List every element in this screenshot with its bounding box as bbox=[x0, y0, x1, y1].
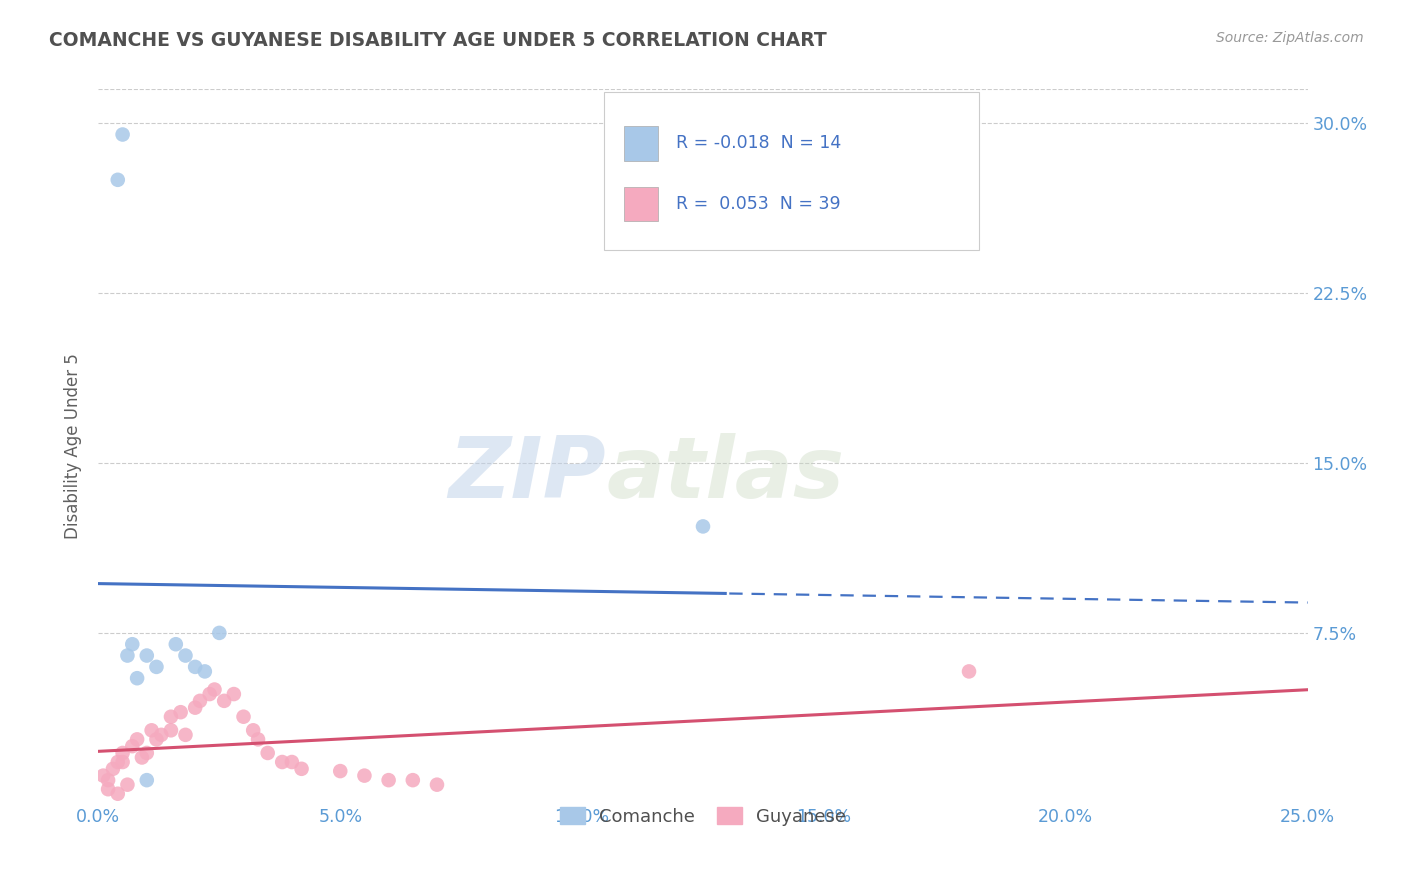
Point bbox=[426, 778, 449, 792]
Point bbox=[107, 787, 129, 801]
FancyBboxPatch shape bbox=[603, 92, 979, 251]
Point bbox=[290, 762, 312, 776]
Point bbox=[281, 755, 304, 769]
Point bbox=[135, 746, 157, 760]
Point bbox=[131, 750, 153, 764]
Point bbox=[198, 687, 221, 701]
Point bbox=[121, 739, 143, 754]
Point bbox=[145, 660, 167, 674]
Point bbox=[184, 700, 207, 714]
Point bbox=[135, 773, 157, 788]
Point bbox=[353, 769, 375, 783]
Point bbox=[160, 723, 183, 738]
Point bbox=[692, 519, 714, 533]
Text: Source: ZipAtlas.com: Source: ZipAtlas.com bbox=[1216, 31, 1364, 45]
Point bbox=[188, 694, 211, 708]
Point bbox=[256, 746, 278, 760]
Point bbox=[194, 665, 217, 679]
Point bbox=[377, 773, 399, 788]
Point bbox=[150, 728, 173, 742]
Point bbox=[117, 778, 139, 792]
Text: R = -0.018  N = 14: R = -0.018 N = 14 bbox=[676, 135, 842, 153]
Point bbox=[145, 732, 167, 747]
Point bbox=[97, 773, 120, 788]
Point bbox=[111, 755, 134, 769]
Point bbox=[232, 709, 254, 723]
Point bbox=[169, 705, 191, 719]
Point bbox=[402, 773, 425, 788]
Point bbox=[107, 173, 129, 187]
Point bbox=[135, 648, 157, 663]
Point bbox=[121, 637, 143, 651]
Text: ZIP: ZIP bbox=[449, 433, 606, 516]
Point bbox=[247, 732, 270, 747]
Point bbox=[160, 709, 183, 723]
Point bbox=[242, 723, 264, 738]
Point bbox=[101, 762, 124, 776]
Point bbox=[174, 648, 197, 663]
Point bbox=[111, 128, 134, 142]
Y-axis label: Disability Age Under 5: Disability Age Under 5 bbox=[65, 353, 83, 539]
Point bbox=[204, 682, 226, 697]
Point bbox=[127, 732, 149, 747]
Point bbox=[127, 671, 149, 685]
FancyBboxPatch shape bbox=[624, 187, 658, 221]
Point bbox=[111, 746, 134, 760]
Point bbox=[957, 665, 980, 679]
Legend: Comanche, Guyanese: Comanche, Guyanese bbox=[553, 800, 853, 833]
Text: atlas: atlas bbox=[606, 433, 845, 516]
Point bbox=[91, 769, 114, 783]
Point bbox=[165, 637, 187, 651]
FancyBboxPatch shape bbox=[624, 127, 658, 161]
Point bbox=[208, 626, 231, 640]
Point bbox=[184, 660, 207, 674]
Point bbox=[107, 755, 129, 769]
Point bbox=[222, 687, 245, 701]
Point bbox=[174, 728, 197, 742]
Text: COMANCHE VS GUYANESE DISABILITY AGE UNDER 5 CORRELATION CHART: COMANCHE VS GUYANESE DISABILITY AGE UNDE… bbox=[49, 31, 827, 50]
Point bbox=[271, 755, 294, 769]
Text: R =  0.053  N = 39: R = 0.053 N = 39 bbox=[676, 195, 841, 213]
Point bbox=[97, 782, 120, 797]
Point bbox=[117, 648, 139, 663]
Point bbox=[329, 764, 352, 778]
Point bbox=[212, 694, 235, 708]
Point bbox=[141, 723, 163, 738]
